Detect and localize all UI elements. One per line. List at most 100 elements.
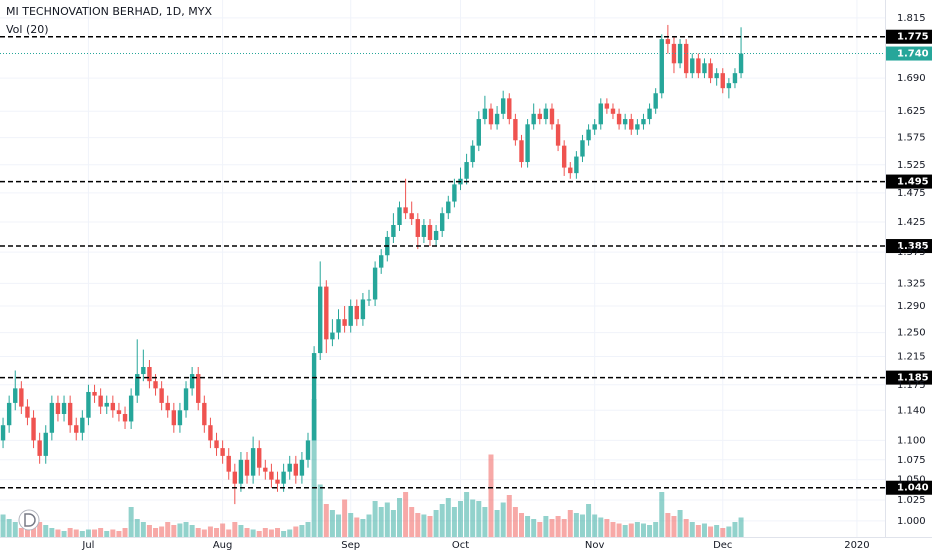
volume-bar [336,514,342,537]
volume-bar [372,501,378,537]
candle-body [409,213,414,220]
x-tick-label: Jul [81,540,94,550]
candle-body [299,459,305,476]
level-tag: 1.040 [886,480,932,495]
volume-bar [634,522,640,537]
volume-bar [708,526,714,537]
candle-body [641,119,646,125]
volume-bar [238,525,244,537]
volume-bar [439,504,445,537]
volume-bar [128,507,134,537]
candle-body [555,124,561,146]
x-tick-label: Nov [585,540,605,550]
candle-body [25,406,30,418]
volume-bar [31,526,37,537]
candle-body [189,374,195,389]
candle-body [446,201,451,214]
candle-body [500,98,506,114]
candle-body [135,374,140,396]
volume-bar [268,529,274,537]
y-tick-label: 1.025 [897,495,926,506]
candle-body [19,388,24,407]
volume-bar [647,525,653,537]
volume-bar [165,522,171,537]
volume-bar [311,399,317,537]
volume-bar [61,531,67,537]
candle-body [86,391,91,418]
volume-bar [378,507,384,537]
candle-body [293,463,299,476]
volume-bar [226,529,232,537]
volume-bar [451,507,457,537]
candle-body [141,367,146,375]
volume-bar [98,528,104,537]
volume-bar [610,522,616,537]
candle-body [311,353,317,441]
volume-bar [628,523,634,537]
candle-body [67,402,73,426]
volume-bar [171,525,177,537]
candle-body [98,395,103,407]
candle-body [287,463,292,472]
volume-bar [73,529,79,537]
candle-body [305,440,311,460]
volume-bar [0,514,6,537]
volume-bar [348,513,354,537]
candle-body [55,402,61,414]
level-tag: 1.385 [886,239,932,254]
volume-bar [85,529,91,537]
volume-bar [537,522,543,537]
candle-body [171,410,177,426]
volume-bar [49,528,55,537]
volume-bar [695,525,701,537]
volume-bar [177,523,183,537]
logo-badge[interactable] [18,509,40,531]
level-tag-box [886,29,932,44]
candle-body [696,58,701,74]
volume-bar [397,498,403,537]
volume-bar [110,529,116,537]
candle-body [153,381,158,389]
volume-bar [586,504,592,537]
candle-body [159,388,164,403]
volume-bar [220,523,226,537]
y-tick-label: 1.575 [897,133,926,144]
x-tick-label: Oct [452,540,469,550]
volume-bar [506,495,512,537]
candle-body [330,332,335,340]
candle-body [269,471,274,480]
candle-body [616,113,622,125]
volume-bar [43,525,49,537]
candle-body [372,267,378,300]
candle-body [336,319,341,333]
candle-body [244,459,250,476]
volume-bar [689,522,695,537]
candle-body [43,432,48,456]
volume-bar [79,531,85,537]
volume-bar [543,516,549,537]
candle-body [592,124,597,130]
candle-body [74,425,79,433]
volume-bar [354,517,360,537]
candle-body [318,286,323,354]
volume-bar [67,528,73,537]
candle-body [128,395,134,422]
volume-bar [592,514,598,537]
volume-pane [0,399,744,537]
level-tag-label: 1.495 [897,177,929,188]
volume-bar [470,499,476,537]
volume-bar [146,525,152,537]
y-tick-label: 1.215 [897,352,926,363]
candle-body [208,425,213,441]
volume-bar [207,526,213,537]
volume-bar [122,528,128,537]
level-tag-box [886,239,932,254]
volume-bar [677,510,683,537]
y-tick-label: 1.000 [897,516,926,527]
volume-bar [464,492,470,537]
candle-body [360,299,366,320]
volume-bar [384,502,390,537]
y-tick-label: 1.525 [897,160,926,171]
